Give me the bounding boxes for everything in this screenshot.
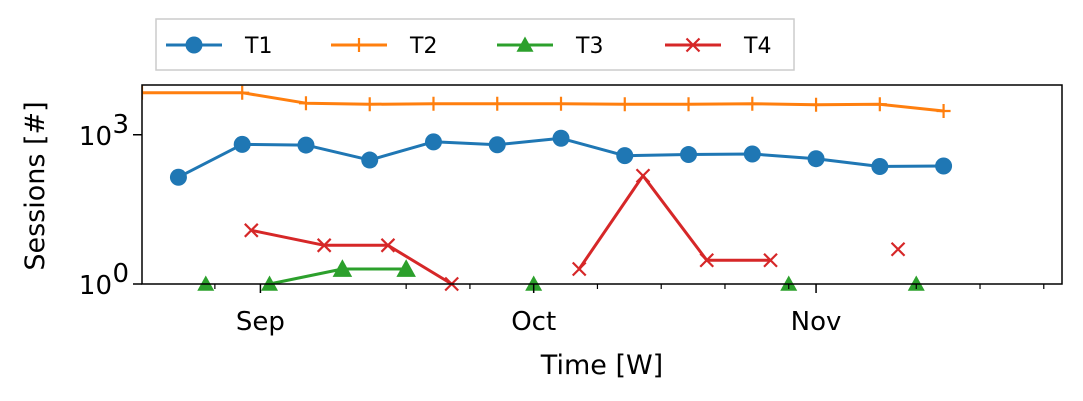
x-tick-label-1: Oct (511, 307, 556, 337)
data-point-t1-3 (361, 151, 379, 169)
y-tick-exponent-1: 3 (112, 110, 129, 140)
plot-background (142, 85, 1062, 284)
y-axis: 10 010 3 (79, 110, 142, 301)
data-point-t2-12 (936, 104, 951, 119)
x-tick-label-0: Sep (236, 307, 285, 337)
data-point-t4-1 (316, 238, 332, 253)
data-point-t1-7 (616, 147, 634, 165)
legend-label-t3: T3 (575, 34, 603, 59)
data-point-t1-4 (424, 133, 442, 151)
data-point-t1-10 (807, 150, 825, 168)
data-point-t4-6 (699, 252, 715, 268)
data-point-t2-6 (554, 96, 569, 111)
series-t2 (142, 85, 951, 119)
legend-item-t1: T1 (166, 34, 272, 59)
data-point-t1-8 (680, 146, 698, 164)
data-point-t4-8 (890, 241, 906, 257)
data-point-t1-9 (743, 145, 761, 163)
data-point-t1-5 (488, 136, 506, 154)
data-point-t4-2 (380, 238, 396, 253)
series-t3 (197, 259, 925, 291)
data-point-t1-2 (297, 136, 315, 154)
data-point-t3-1 (261, 275, 279, 291)
series-line-t4-1 (577, 174, 771, 270)
data-point-t3-4 (525, 275, 543, 291)
data-point-t2-11 (872, 97, 887, 112)
legend-item-t4: T4 (665, 34, 771, 59)
plot-area (141, 84, 1063, 292)
data-point-t2-4 (426, 96, 441, 111)
data-point-t2-1 (235, 85, 250, 100)
x-axis: Sep Oct Nov (214, 284, 1045, 337)
y-axis-label: Sessions [#] (20, 101, 51, 270)
data-point-t3-3 (396, 259, 416, 277)
data-point-t3-0 (197, 275, 215, 291)
data-point-t2-10 (809, 97, 824, 112)
legend-label-t2: T2 (409, 34, 437, 59)
data-point-t1-0 (169, 168, 187, 186)
data-point-t2-2 (298, 96, 313, 111)
data-point-t2-0 (142, 85, 149, 100)
series-t1 (169, 129, 953, 186)
legend-marker-t3 (516, 36, 534, 52)
y-tick-label-0: 10 (79, 271, 112, 301)
legend-item-t2: T2 (331, 34, 437, 59)
data-point-t1-12 (935, 157, 953, 175)
data-point-t2-9 (745, 96, 760, 111)
series-line-t4-0 (250, 228, 453, 286)
legend-label-t1: T1 (244, 34, 272, 59)
legend-marker-t2 (352, 38, 366, 52)
legend-marker-t1 (185, 36, 203, 54)
data-point-t2-3 (362, 97, 377, 112)
data-point-t4-0 (244, 223, 259, 238)
data-point-t4-7 (763, 252, 778, 268)
data-point-t2-7 (617, 97, 632, 112)
y-tick-exponent-0: 0 (112, 259, 129, 289)
legend: T1 T2 T3 T4 (155, 18, 795, 71)
data-point-t4-5 (635, 168, 651, 184)
data-point-t2-5 (490, 96, 505, 111)
x-axis-label: Time [W] (540, 350, 663, 381)
y-tick-label-1: 10 (79, 122, 112, 152)
data-point-t2-8 (681, 97, 696, 112)
data-point-t3-6 (907, 275, 925, 291)
legend-label-t4: T4 (743, 34, 771, 59)
data-point-t1-6 (552, 129, 570, 147)
data-point-t3-5 (780, 275, 798, 291)
series-t4 (244, 168, 906, 292)
legend-marker-t4 (685, 37, 701, 53)
data-point-t1-1 (233, 135, 251, 153)
data-point-t3-2 (332, 259, 353, 277)
data-point-t1-11 (871, 158, 889, 176)
x-tick-label-2: Nov (791, 307, 842, 337)
legend-item-t3: T3 (497, 34, 603, 59)
plot-frame (141, 84, 1063, 285)
series-layer (142, 85, 953, 292)
data-point-t4-4 (571, 261, 587, 277)
